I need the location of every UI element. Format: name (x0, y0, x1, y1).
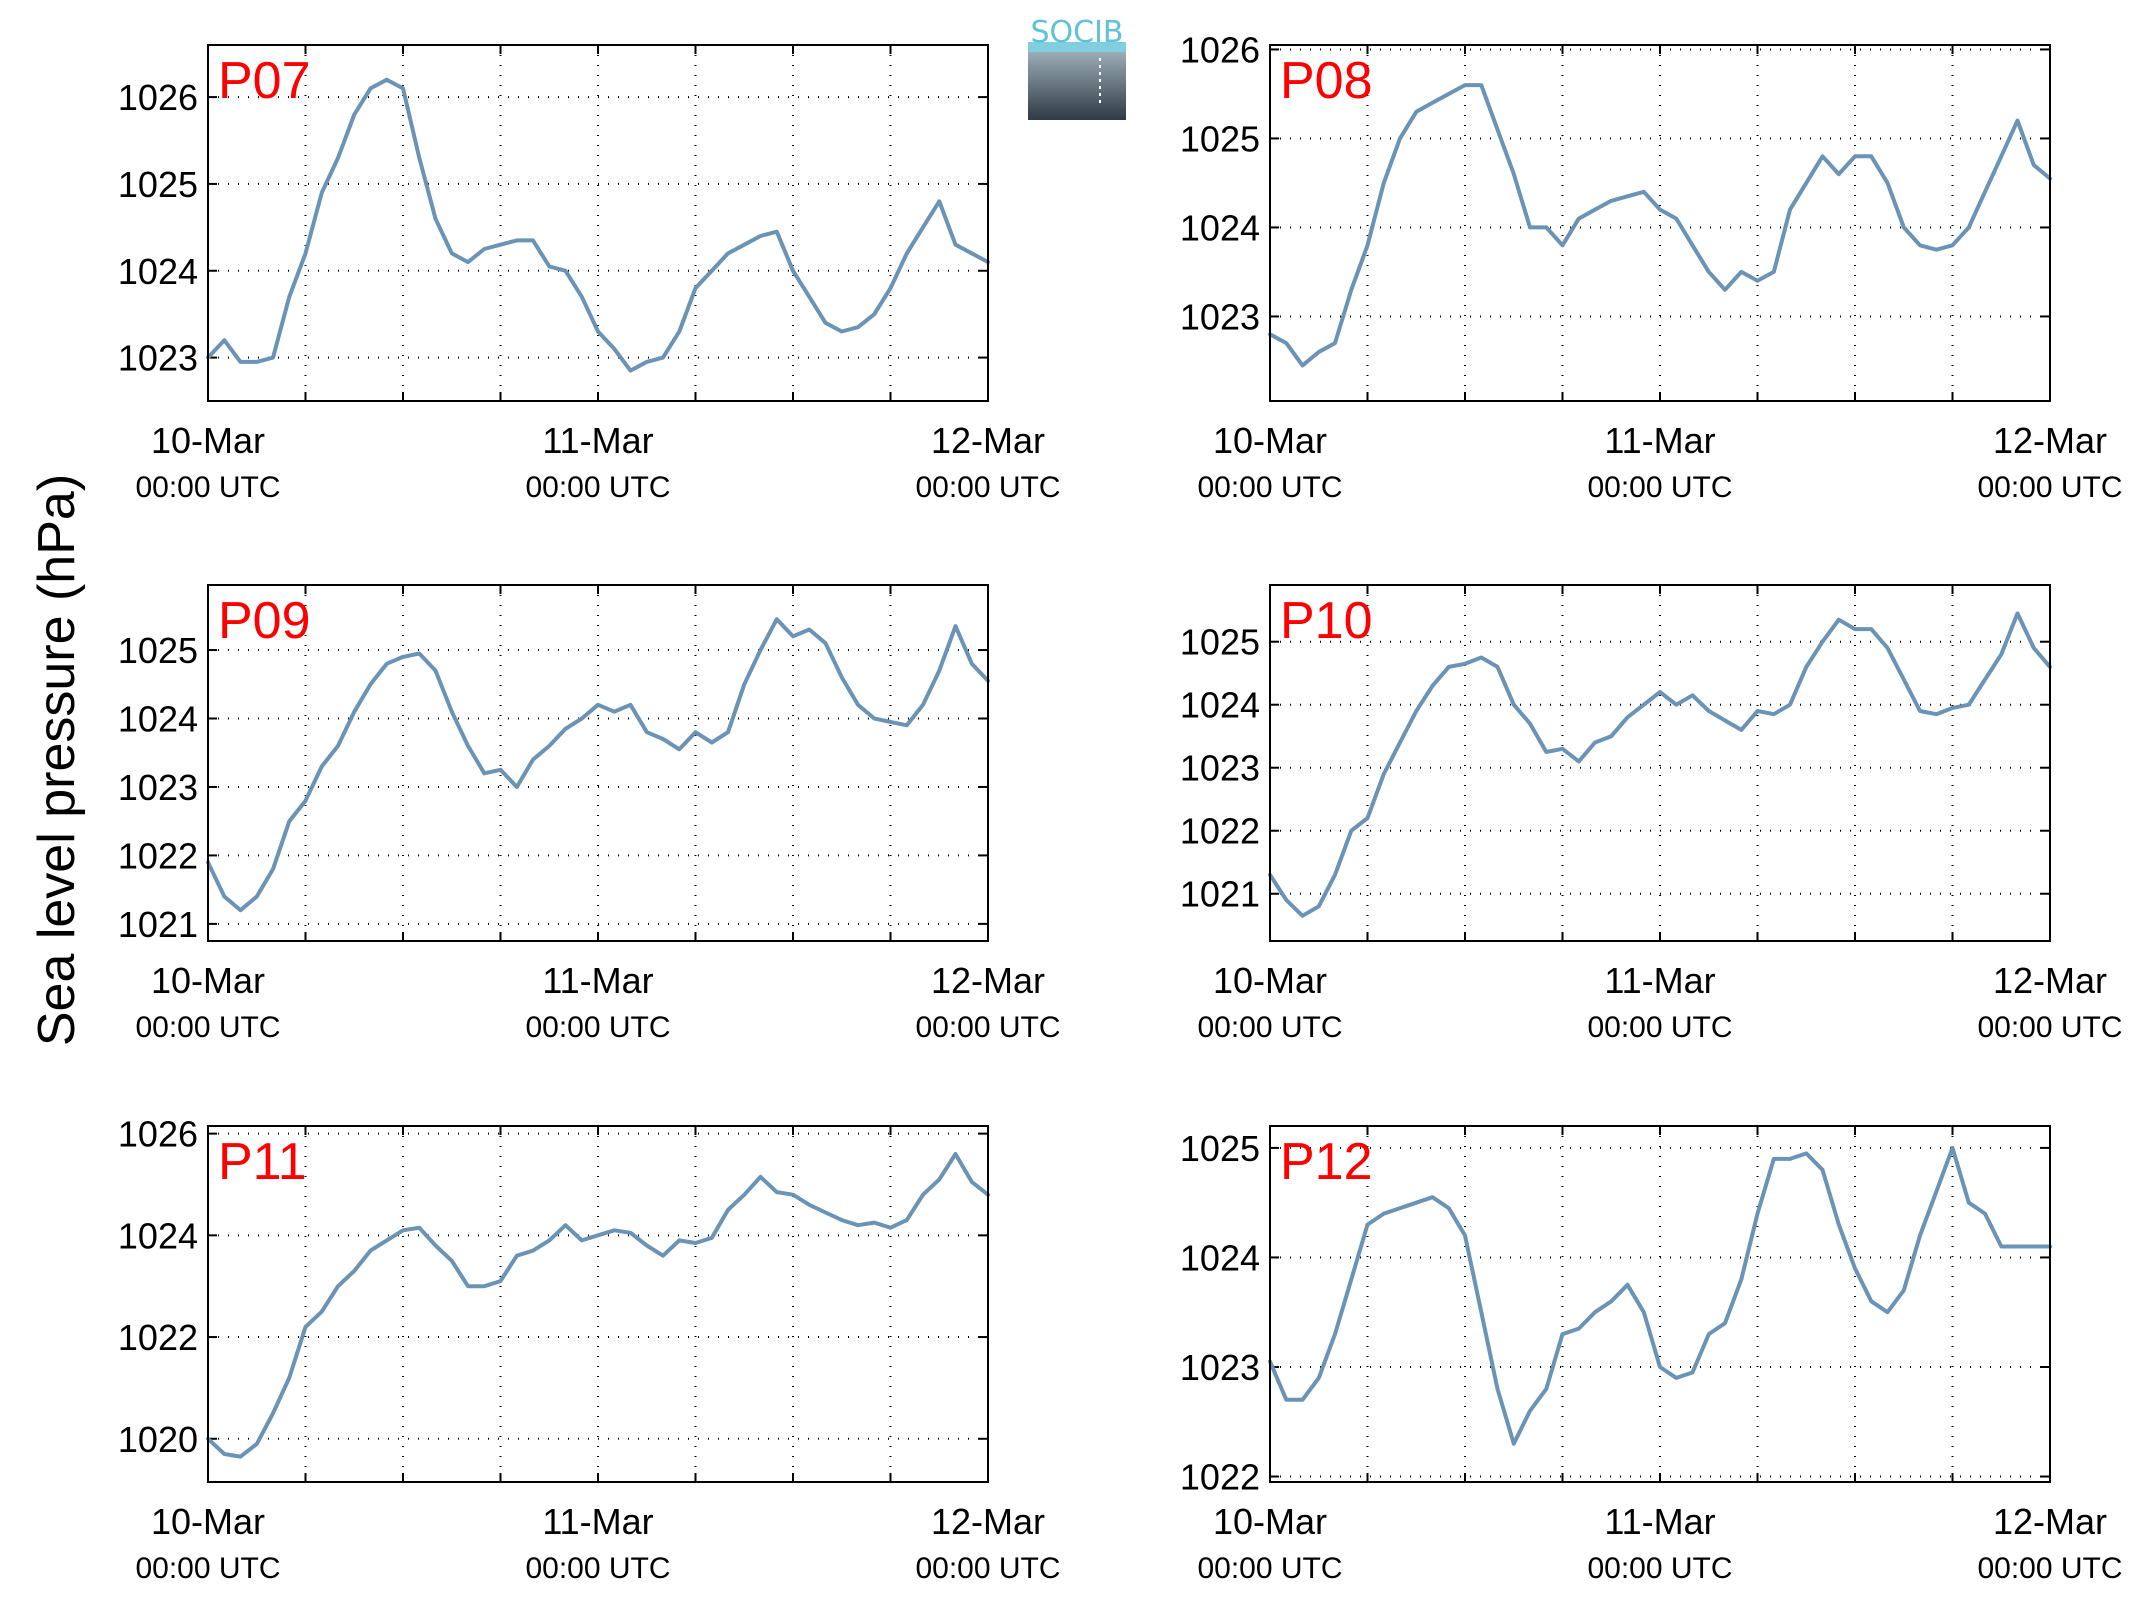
pressure-series-line (1268, 1145, 2052, 1446)
y-tick-label: 1023 (1180, 1347, 1260, 1388)
y-tick-label: 1023 (118, 338, 198, 379)
y-tick-label: 1021 (1180, 874, 1260, 915)
chart-panel-p09: 1021 1022 1023 1024 1025 10-Mar 00:00 UTC 11-Ma… (118, 584, 1061, 1044)
chart-panel-p10: 1021 1022 1023 1024 1025 10-Mar 00:00 UTC 11-Ma… (1180, 584, 2123, 1044)
x-tick-label-date: 10-Mar (1213, 960, 1327, 1001)
x-tick-label-time: 00:00 UTC (1587, 1011, 1732, 1044)
x-tick-label-time: 00:00 UTC (1197, 471, 1342, 504)
x-tick-label-time: 00:00 UTC (135, 1011, 280, 1044)
x-tick-label-date: 10-Mar (151, 420, 265, 461)
axes-frame (1269, 1125, 2051, 1483)
x-tick-label-time: 00:00 UTC (135, 471, 280, 504)
x-tick-label-date: 10-Mar (1213, 420, 1327, 461)
y-tick-label: 1024 (1180, 1237, 1260, 1278)
x-tick-label-time: 00:00 UTC (1197, 1011, 1342, 1044)
axes-frame (1269, 584, 2051, 942)
panel-label: P10 (1280, 592, 1373, 650)
axes-frame (207, 584, 989, 942)
y-axis-label: Sea level pressure (hPa) (28, 474, 86, 1046)
chart-panel-p11: 1020 1022 1024 1026 10-Mar 00:00 UTC 11-Mar 00:… (118, 1114, 1061, 1585)
x-tick-label-time: 00:00 UTC (525, 1552, 670, 1585)
pressure-series-line (206, 1152, 990, 1459)
chart-panel-p08: 1023 1024 1025 1026 10-Mar 00:00 UTC 11-Mar 00:… (1180, 29, 2123, 504)
y-tick-label: 1026 (1180, 29, 1260, 70)
logo-band (1028, 42, 1126, 52)
panel-label: P09 (218, 592, 311, 650)
x-tick-label-date: 11-Mar (1604, 960, 1715, 1001)
x-tick-label-time: 00:00 UTC (915, 1552, 1060, 1585)
y-tick-label: 1025 (1180, 1128, 1260, 1169)
y-tick-label: 1025 (1180, 622, 1260, 663)
y-tick-label: 1023 (1180, 748, 1260, 789)
x-tick-label-date: 10-Mar (151, 1501, 265, 1542)
pressure-series-line (206, 77, 990, 373)
y-tick-label: 1024 (118, 251, 198, 292)
x-tick-label-date: 12-Mar (1993, 960, 2107, 1001)
x-tick-label-time: 00:00 UTC (1977, 471, 2122, 504)
y-tick-label: 1026 (118, 77, 198, 118)
panel-label: P12 (1280, 1133, 1373, 1191)
pressure-series-line (1268, 611, 2052, 918)
x-tick-label-time: 00:00 UTC (525, 1011, 670, 1044)
x-tick-label-time: 00:00 UTC (915, 1011, 1060, 1044)
y-tick-label: 1024 (118, 1215, 198, 1256)
x-tick-label-date: 10-Mar (1213, 1501, 1327, 1542)
x-tick-label-date: 11-Mar (542, 1501, 653, 1542)
y-tick-label: 1022 (118, 1317, 198, 1358)
x-tick-label-time: 00:00 UTC (1977, 1552, 2122, 1585)
x-tick-label-time: 00:00 UTC (1977, 1011, 2122, 1044)
y-tick-label: 1025 (118, 630, 198, 671)
x-tick-label-date: 12-Mar (931, 960, 1045, 1001)
y-tick-label: 1025 (1180, 118, 1260, 159)
x-tick-label-time: 00:00 UTC (525, 471, 670, 504)
x-tick-label-date: 11-Mar (1604, 420, 1715, 461)
x-tick-label-time: 00:00 UTC (135, 1552, 280, 1585)
y-tick-label: 1023 (1180, 296, 1260, 337)
panel-label: P07 (218, 52, 311, 110)
x-tick-label-date: 12-Mar (931, 1501, 1045, 1542)
axes-frame (1269, 44, 2051, 402)
y-tick-label: 1026 (118, 1114, 198, 1155)
panel-label: P11 (218, 1133, 307, 1191)
x-tick-label-date: 12-Mar (1993, 420, 2107, 461)
panel-label: P08 (1280, 52, 1373, 110)
y-tick-label: 1024 (118, 699, 198, 740)
axes-frame (207, 1125, 989, 1483)
y-tick-label: 1021 (118, 904, 198, 945)
y-tick-label: 1022 (1180, 811, 1260, 852)
x-tick-label-time: 00:00 UTC (1587, 471, 1732, 504)
x-tick-label-date: 11-Mar (542, 960, 653, 1001)
y-tick-label: 1020 (118, 1419, 198, 1460)
x-tick-label-date: 12-Mar (931, 420, 1045, 461)
x-tick-label-date: 11-Mar (542, 420, 653, 461)
axes-frame (207, 44, 989, 402)
pressure-series-line (206, 617, 990, 913)
y-tick-label: 1024 (1180, 685, 1260, 726)
chart-panel-p12: 1022 1023 1024 1025 10-Mar 00:00 UTC 11-Mar 00:… (1180, 1125, 2123, 1585)
y-tick-label: 1024 (1180, 207, 1260, 248)
y-tick-label: 1023 (118, 767, 198, 808)
pressure-series-line (1268, 83, 2052, 368)
x-tick-label-date: 12-Mar (1993, 1501, 2107, 1542)
y-tick-label: 1025 (118, 164, 198, 205)
x-tick-label-time: 00:00 UTC (1197, 1552, 1342, 1585)
socib-logo: SOCIB (1028, 15, 1126, 120)
x-tick-label-date: 11-Mar (1604, 1501, 1715, 1542)
logo-text: SOCIB (1030, 15, 1123, 50)
logo-block (1028, 50, 1126, 120)
y-tick-label: 1022 (118, 835, 198, 876)
x-tick-label-time: 00:00 UTC (1587, 1552, 1732, 1585)
y-tick-label: 1022 (1180, 1457, 1260, 1498)
chart-panel-p07: 1023 1024 1025 1026 10-Mar 00:00 UTC 11-Mar 00:… (118, 44, 1061, 504)
x-tick-label-time: 00:00 UTC (915, 471, 1060, 504)
x-tick-label-date: 10-Mar (151, 960, 265, 1001)
